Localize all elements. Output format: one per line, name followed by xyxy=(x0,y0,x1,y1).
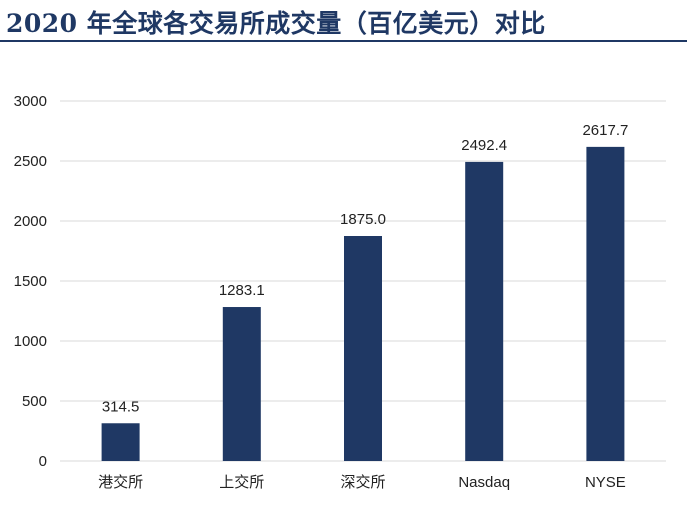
y-tick-label: 3000 xyxy=(14,93,47,110)
y-tick-label: 0 xyxy=(39,453,47,470)
data-label: 2492.4 xyxy=(461,137,507,154)
x-tick-label: 深交所 xyxy=(340,473,385,491)
data-label: 1283.1 xyxy=(219,282,265,299)
bar-2 xyxy=(222,307,261,461)
y-tick-label: 2000 xyxy=(14,213,47,230)
data-label: 1875.0 xyxy=(340,211,386,228)
y-tick-label: 500 xyxy=(22,393,47,410)
title-underline xyxy=(0,40,687,42)
bar-3 xyxy=(344,236,382,461)
y-tick-label: 1000 xyxy=(14,333,47,350)
x-tick-label: 港交所 xyxy=(98,473,143,491)
y-tick-label: 1500 xyxy=(14,273,47,290)
data-label: 314.5 xyxy=(102,398,140,415)
bar-4 xyxy=(465,161,504,462)
chart-title: 2020 年全球各交易所成交量（百亿美元）对比 xyxy=(6,9,546,38)
x-tick-label: NYSE xyxy=(585,474,626,491)
bar-5 xyxy=(586,146,625,461)
x-tick-label: Nasdaq xyxy=(458,474,510,491)
bar-1 xyxy=(101,423,140,461)
data-label: 2617.7 xyxy=(582,122,628,139)
x-tick-label: 上交所 xyxy=(219,473,264,491)
y-tick-label: 2500 xyxy=(14,153,47,170)
